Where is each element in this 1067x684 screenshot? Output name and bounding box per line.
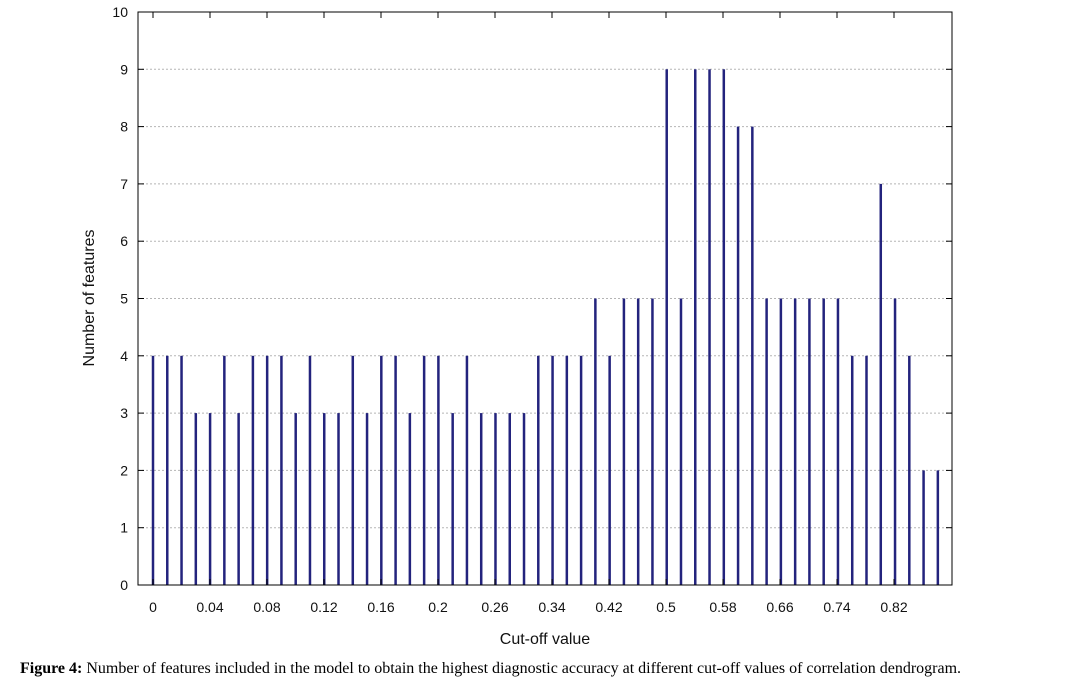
x-axis-title: Cut-off value <box>500 631 591 648</box>
bar <box>351 355 355 585</box>
x-tick-label: 0.74 <box>823 599 850 615</box>
bar <box>166 355 169 585</box>
bar <box>608 355 611 585</box>
bars <box>151 69 940 586</box>
bar <box>622 298 626 585</box>
bar <box>779 298 783 585</box>
bar <box>265 355 269 585</box>
bar <box>494 413 497 585</box>
bar <box>437 355 440 585</box>
figure-caption: Figure 4: Number of features included in… <box>20 660 1060 678</box>
bar <box>194 413 198 585</box>
bar <box>736 126 740 585</box>
bar <box>836 298 840 585</box>
bar <box>579 355 583 585</box>
bar <box>551 355 554 585</box>
bar <box>865 355 868 585</box>
gridlines <box>138 68 952 529</box>
bar <box>765 298 768 585</box>
bar <box>322 413 326 585</box>
y-tick-label: 9 <box>120 61 128 77</box>
bar <box>679 298 683 585</box>
bar <box>280 355 283 585</box>
bar <box>751 126 754 585</box>
caption-text: Number of features included in the model… <box>82 660 962 677</box>
bar-chart: 0 1 2 3 4 5 6 7 8 9 10 0 0.04 0.08 0.12 0.16 0.2 0.26 0.3… <box>81 4 953 648</box>
x-tick-label: 0 <box>149 599 157 615</box>
bar <box>594 298 597 585</box>
bar <box>408 413 412 585</box>
y-tick-label: 6 <box>120 233 128 249</box>
bar <box>908 355 911 585</box>
bar <box>651 298 654 585</box>
x-tick-label: 0.2 <box>428 599 448 615</box>
bar <box>422 355 426 585</box>
bar <box>665 69 668 586</box>
bar <box>308 355 312 585</box>
x-tick-label: 0.08 <box>253 599 280 615</box>
bar <box>479 413 483 585</box>
x-tick-label: 0.16 <box>367 599 394 615</box>
y-tick-label: 10 <box>112 4 128 20</box>
bar <box>879 183 883 585</box>
bar <box>180 355 183 585</box>
x-tick-label: 0.5 <box>656 599 676 615</box>
bar <box>294 413 297 585</box>
bar <box>522 413 526 585</box>
bar <box>694 69 697 586</box>
bar <box>636 298 640 585</box>
bar <box>850 355 854 585</box>
x-tick-label: 0.58 <box>709 599 736 615</box>
x-tick-label: 0.82 <box>880 599 907 615</box>
bar <box>337 413 340 585</box>
x-tick-label: 0.66 <box>766 599 793 615</box>
y-tick-label: 4 <box>120 348 128 364</box>
bar <box>722 69 726 586</box>
bar <box>808 298 811 585</box>
bar <box>793 298 797 585</box>
bar <box>208 413 212 585</box>
y-axis-title: Number of features <box>81 230 98 367</box>
bar <box>565 355 569 585</box>
y-tick-label: 8 <box>120 119 128 135</box>
bar <box>936 470 940 585</box>
y-tick-label: 2 <box>120 462 128 478</box>
bar <box>451 413 454 585</box>
bar <box>251 355 255 585</box>
bar <box>822 298 825 585</box>
x-tick-label: 0.34 <box>538 599 565 615</box>
bar <box>708 69 711 586</box>
x-tick-label: 0.42 <box>595 599 622 615</box>
bar <box>365 413 369 585</box>
x-tick-label: 0.12 <box>310 599 337 615</box>
y-tick-label: 3 <box>120 405 128 421</box>
caption-label: Figure 4: <box>20 660 83 677</box>
y-tick-label: 5 <box>120 291 128 307</box>
x-tick-label: 0.26 <box>481 599 508 615</box>
x-axis: 0 0.04 0.08 0.12 0.16 0.2 0.26 0.34 0.42 0.5 0.58 0… <box>149 12 908 615</box>
bar <box>237 413 240 585</box>
bar <box>508 413 511 585</box>
y-tick-label: 1 <box>120 520 128 536</box>
x-tick-label: 0.04 <box>196 599 223 615</box>
bar <box>922 470 925 585</box>
bar <box>151 355 155 585</box>
bar <box>893 298 897 585</box>
bar <box>223 355 226 585</box>
y-tick-label: 0 <box>120 577 128 593</box>
bar <box>537 355 540 585</box>
y-axis: 0 1 2 3 4 5 6 7 8 9 10 <box>112 4 952 593</box>
plot-frame <box>137 11 953 586</box>
bar <box>394 355 397 585</box>
y-tick-label: 7 <box>120 176 128 192</box>
bar <box>465 355 469 585</box>
bar <box>380 355 383 585</box>
